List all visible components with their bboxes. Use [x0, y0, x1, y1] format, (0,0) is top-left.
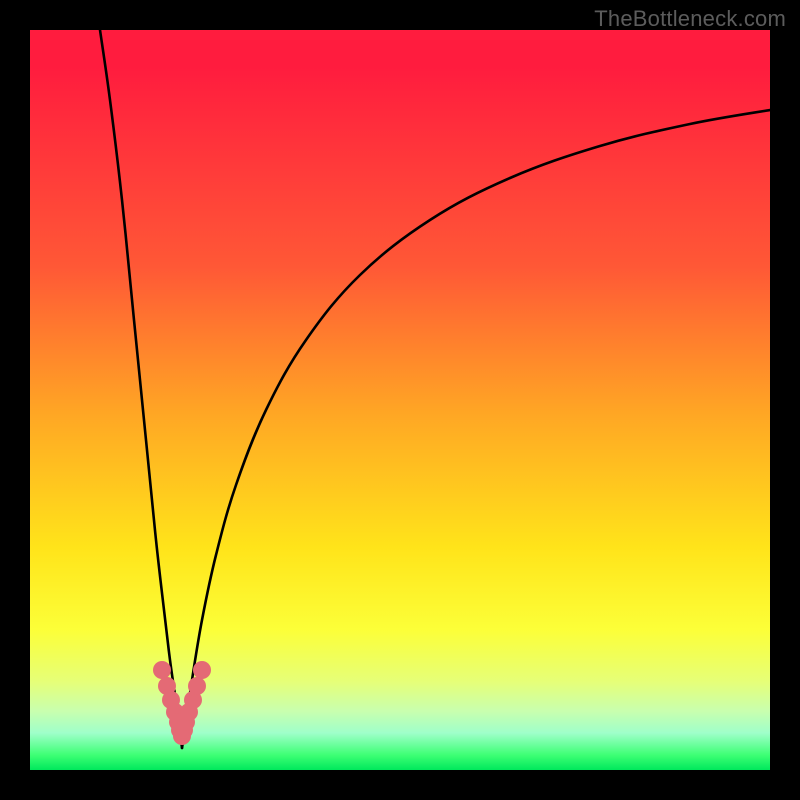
curve-layer [30, 30, 770, 770]
bottleneck-chart [30, 30, 770, 770]
curve-right [182, 110, 770, 748]
watermark-text: TheBottleneck.com [594, 6, 786, 32]
valley-dot [188, 677, 206, 695]
valley-dot [193, 661, 211, 679]
curve-left [100, 30, 182, 748]
